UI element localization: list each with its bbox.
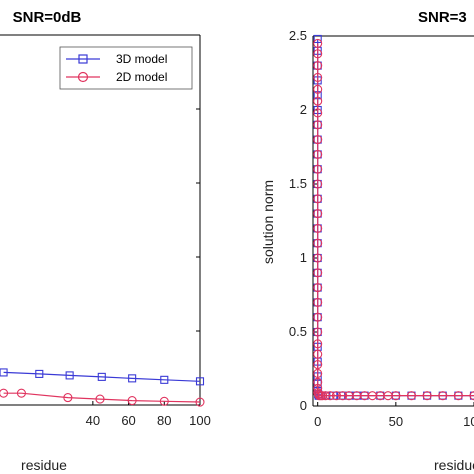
right-series-2d-point [313, 194, 323, 204]
right-x-tick-label: 0 [314, 414, 321, 429]
right-x-axis-label: residue [434, 457, 474, 473]
left-legend: 3D model 2D model [59, 46, 193, 90]
right-series-2d-point [320, 391, 331, 401]
left-series-2d-point [95, 394, 105, 404]
left-series-3d-point [65, 371, 74, 380]
left-x-axis-label: residue [21, 457, 67, 473]
left-series-3d-point [35, 369, 44, 378]
right-series-2d-point [313, 223, 323, 233]
left-series-2d-point [0, 388, 9, 398]
right-series-3d-line [317, 39, 474, 397]
left-chart-title: SNR=0dB [13, 9, 82, 26]
right-series-2d-point [313, 209, 323, 219]
right-series-2d-point [313, 297, 323, 307]
right-x-tick-label: 100 [463, 414, 474, 429]
left-series-3d-line [3, 371, 201, 382]
right-series-2d-point [313, 389, 324, 399]
right-plot-area: 0 0.5 1 1.5 2 2.5 0 50 100 [289, 28, 474, 429]
right-chart: SNR=3 0 0.5 1 1.5 2 2.5 0 50 100 solution norm r… [260, 9, 474, 473]
left-series-3d-point [195, 377, 205, 386]
right-series-3d-point [313, 34, 322, 44]
right-series-2d-point [313, 327, 323, 337]
right-y-tick-label: 0 [300, 398, 307, 413]
right-series-2d-point [453, 391, 463, 401]
left-series-3d-point [97, 372, 106, 381]
right-series-2d-point [331, 391, 341, 401]
right-series-2d-point [313, 179, 323, 189]
left-series-3d-point [160, 375, 169, 384]
right-y-axis-label: solution norm [260, 180, 276, 264]
left-chart: SNR=0dB 40 60 80 100 residue 3D model 2D mo… [0, 9, 211, 473]
legend-3d-label: 3D model [116, 52, 167, 66]
legend-2d-marker [77, 71, 89, 83]
left-series-2d-point [16, 388, 26, 398]
right-series-2d-point [469, 391, 474, 401]
right-y-tick-label: 2.5 [289, 28, 307, 43]
right-x-tick-label: 50 [389, 414, 403, 429]
left-series-2d-point [159, 396, 169, 406]
right-series-2d-point [422, 391, 432, 401]
right-series-2d-point [313, 283, 323, 293]
right-series-2d-point [313, 349, 323, 359]
right-series-2d-point [438, 391, 448, 401]
right-series-2d-point [313, 72, 323, 82]
left-series-3d-point [128, 374, 137, 383]
right-y-tick-label: 1 [300, 250, 307, 265]
right-series-2d-point [391, 391, 401, 401]
right-series-2d-point [313, 360, 323, 370]
legend-2d-label: 2D model [116, 70, 167, 84]
right-series-2d-point [313, 38, 323, 48]
left-series-2d-point [63, 393, 73, 403]
right-series-2d-point [313, 368, 323, 378]
right-series-2d-point [313, 84, 323, 94]
right-series-2d-point [313, 312, 323, 322]
right-y-tick-label: 0.5 [289, 324, 307, 339]
right-series-2d-point [313, 268, 323, 278]
right-series-2d-point [313, 96, 323, 106]
left-x-tick-label: 40 [86, 413, 100, 428]
left-x-tick-label: 80 [157, 413, 171, 428]
left-series-2d-line [3, 392, 201, 403]
right-series-2d-point [313, 164, 323, 174]
right-chart-title: SNR=3 [418, 9, 467, 26]
right-series-2d-point [406, 391, 417, 401]
right-y-tick-label: 1.5 [289, 176, 307, 191]
right-series-2d-point [313, 108, 323, 118]
right-series-2d-point [313, 120, 323, 130]
right-series-2d-point [313, 253, 323, 263]
right-series-2d-point [313, 49, 323, 59]
left-x-tick-label: 60 [121, 413, 135, 428]
right-series-2d-point [313, 377, 323, 387]
right-series-2d-point [313, 149, 323, 159]
right-series-2d-point [313, 238, 323, 248]
right-series-2d-line [317, 43, 474, 397]
right-series-2d-point [313, 61, 323, 71]
left-series-2d-point [127, 396, 137, 406]
right-series-2d-point [338, 391, 348, 401]
left-plot-area: 40 60 80 100 [0, 34, 211, 428]
right-series-2d-point [313, 339, 323, 349]
right-y-tick-label: 2 [300, 102, 307, 117]
legend-3d-marker [78, 54, 88, 64]
left-series-2d-point [195, 397, 205, 407]
right-series-2d-point [313, 135, 323, 145]
left-series-3d-point [0, 368, 8, 377]
left-x-tick-label: 100 [189, 413, 211, 428]
right-series-2d-point [325, 391, 335, 401]
